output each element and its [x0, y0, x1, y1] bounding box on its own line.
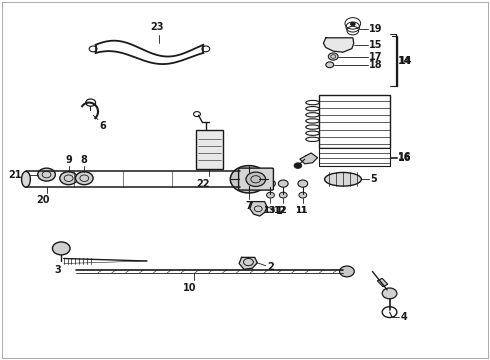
- Circle shape: [328, 53, 338, 60]
- Text: 14: 14: [398, 56, 412, 66]
- Circle shape: [278, 180, 288, 187]
- Text: 9: 9: [65, 155, 72, 165]
- Polygon shape: [300, 153, 318, 164]
- Text: 16: 16: [398, 152, 412, 162]
- Circle shape: [298, 180, 308, 187]
- Text: 7: 7: [245, 201, 252, 211]
- Text: 5: 5: [370, 174, 377, 184]
- Circle shape: [382, 288, 397, 299]
- Circle shape: [294, 163, 302, 168]
- Circle shape: [38, 168, 55, 181]
- Polygon shape: [239, 257, 257, 269]
- Circle shape: [52, 242, 70, 255]
- Ellipse shape: [22, 171, 30, 187]
- Text: 17: 17: [369, 51, 383, 62]
- Text: 1: 1: [276, 206, 283, 216]
- Text: 4: 4: [401, 312, 408, 322]
- Bar: [318, 95, 390, 148]
- Text: 12: 12: [273, 206, 286, 215]
- Polygon shape: [250, 202, 267, 216]
- Circle shape: [75, 172, 93, 185]
- Text: 16: 16: [398, 153, 412, 163]
- Bar: [318, 148, 390, 166]
- Circle shape: [230, 166, 268, 193]
- Circle shape: [60, 172, 77, 185]
- Circle shape: [299, 192, 307, 198]
- Text: 11: 11: [295, 206, 308, 215]
- Text: 10: 10: [183, 283, 197, 293]
- Bar: [377, 278, 388, 287]
- Circle shape: [342, 40, 352, 48]
- Circle shape: [326, 62, 334, 68]
- Text: 2: 2: [267, 262, 274, 272]
- Text: 21: 21: [8, 170, 22, 180]
- Text: 23: 23: [150, 22, 164, 32]
- Ellipse shape: [324, 172, 361, 186]
- Text: 15: 15: [369, 40, 383, 50]
- Circle shape: [340, 266, 354, 277]
- Text: 8: 8: [81, 155, 88, 165]
- Text: 18: 18: [369, 60, 383, 70]
- Circle shape: [239, 172, 259, 186]
- Text: 13: 13: [263, 206, 276, 215]
- Circle shape: [350, 22, 355, 26]
- FancyBboxPatch shape: [239, 168, 273, 190]
- Circle shape: [246, 172, 266, 186]
- Circle shape: [266, 180, 275, 187]
- Text: 3: 3: [54, 265, 61, 275]
- Circle shape: [279, 192, 287, 198]
- Text: 12: 12: [275, 206, 287, 215]
- Text: 6: 6: [99, 121, 106, 131]
- Circle shape: [267, 192, 274, 198]
- Text: 14: 14: [399, 56, 413, 66]
- Bar: [196, 130, 223, 169]
- Text: 22: 22: [196, 179, 210, 189]
- Polygon shape: [323, 38, 354, 52]
- Text: 11: 11: [295, 206, 307, 215]
- Text: 19: 19: [369, 24, 383, 34]
- Circle shape: [327, 40, 337, 48]
- Text: 20: 20: [36, 195, 50, 206]
- Text: 13: 13: [263, 206, 274, 215]
